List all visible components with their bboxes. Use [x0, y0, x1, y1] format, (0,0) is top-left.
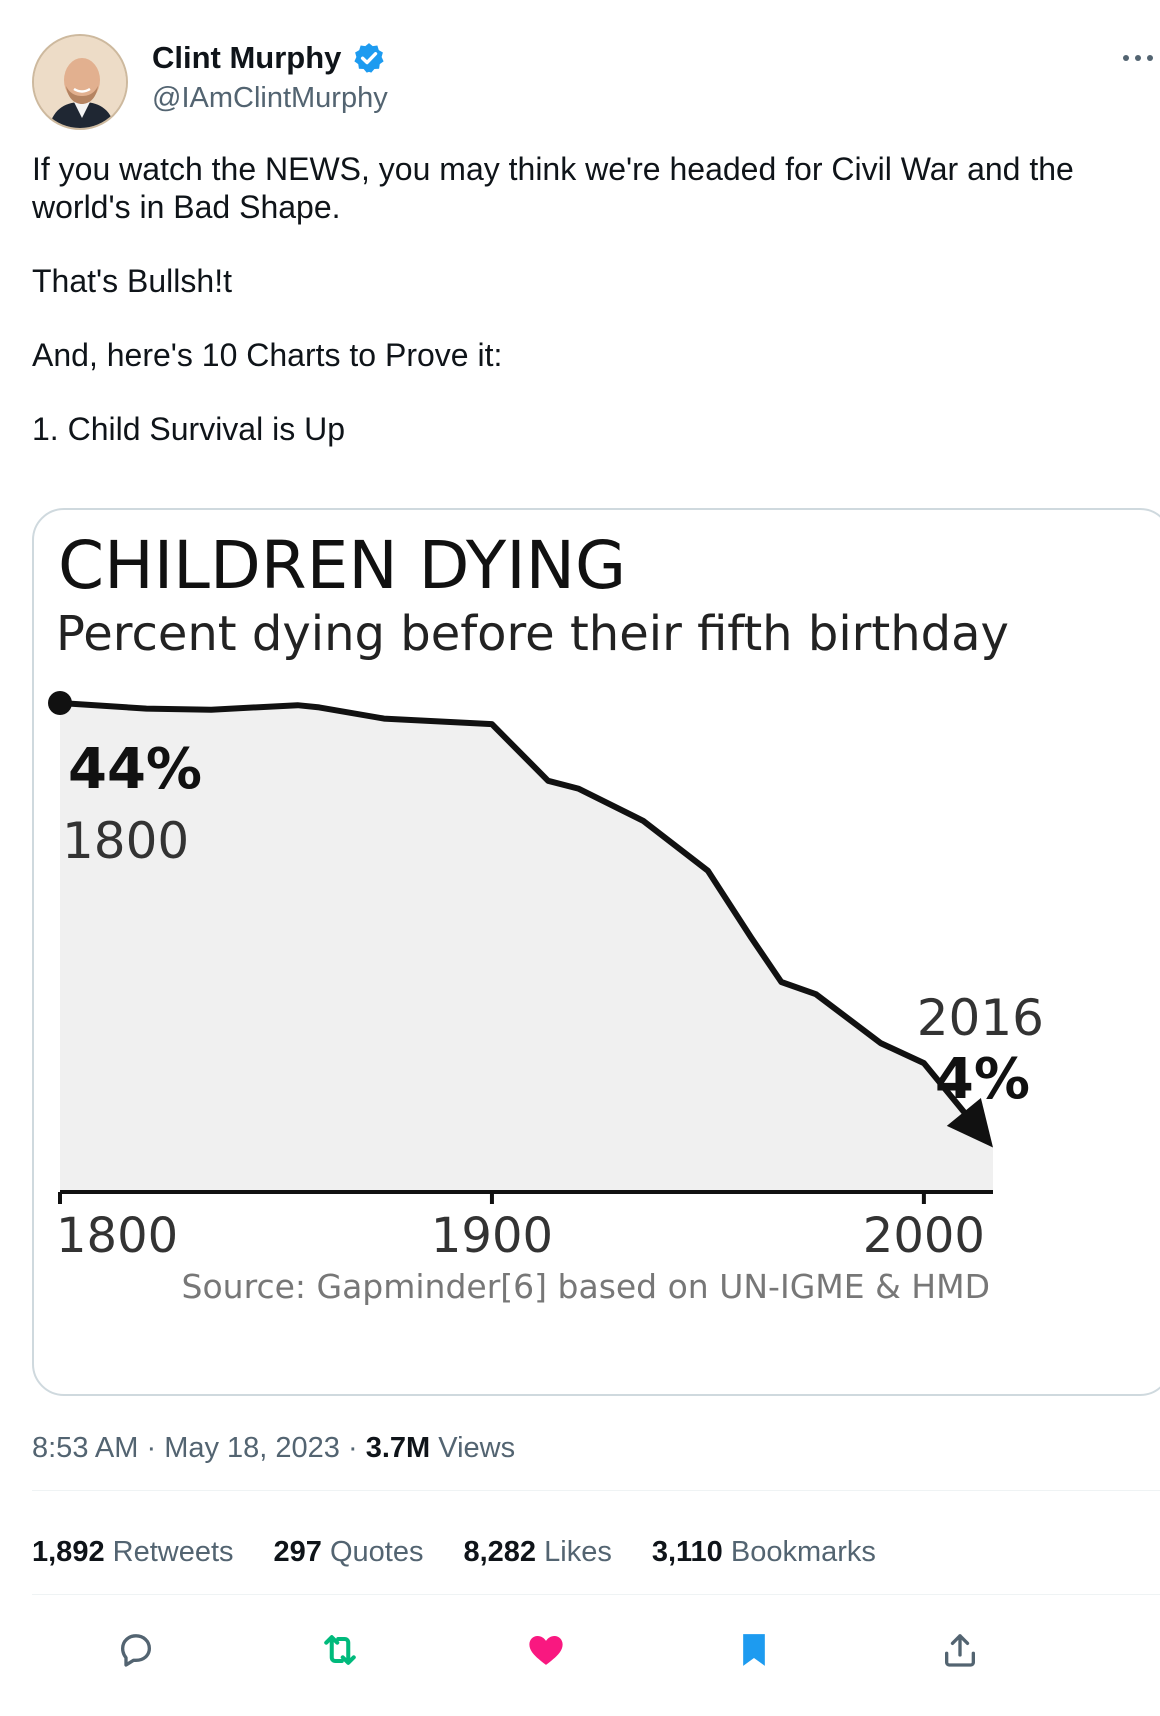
chart-data-point: [57, 700, 63, 706]
tweet-paragraph: And, here's 10 Charts to Prove it:: [32, 337, 503, 373]
handle[interactable]: @IAmClintMurphy: [152, 82, 388, 114]
tweet-text: If you watch the NEWS, you may think we'…: [32, 150, 1160, 448]
chart-data-point: [813, 991, 819, 997]
author-names: Clint Murphy @IAmClintMurphy: [152, 40, 388, 115]
tweet-date[interactable]: May 18, 2023: [164, 1432, 340, 1464]
reply-button[interactable]: [106, 1620, 166, 1680]
more-options-icon[interactable]: [1120, 48, 1160, 68]
chart-subtitle: Percent dying before their fifth birthda…: [56, 606, 1009, 662]
stat-bookmarks[interactable]: 3,110 Bookmarks: [651, 1536, 876, 1568]
chart-end-value-label: 4%: [935, 1047, 1030, 1112]
views-count: 3.7M: [365, 1432, 431, 1464]
bookmark-button[interactable]: [724, 1620, 784, 1680]
like-button[interactable]: [516, 1620, 576, 1680]
action-bar: [0, 1620, 1160, 1690]
chart-data-point: [705, 868, 711, 874]
stat-quotes[interactable]: 297 Quotes: [273, 1536, 424, 1568]
chart-area: [60, 703, 993, 1192]
divider: [32, 1594, 1160, 1595]
chart-data-point: [878, 1040, 884, 1046]
chart-data-point: [143, 706, 149, 712]
chart-data-point: [381, 716, 387, 722]
chart-data-point: [778, 979, 784, 985]
chart-x-tick-label: 2000: [863, 1208, 985, 1264]
tweet-timestamp: 8:53 AM · May 18, 2023 · 3.7M Views: [32, 1432, 516, 1464]
chart-data-point: [208, 707, 214, 713]
chart-data-point: [921, 1060, 927, 1066]
chart-data-point: [575, 786, 581, 792]
chart-end-arrow: [946, 1098, 993, 1148]
retweet-button[interactable]: [310, 1620, 370, 1680]
divider: [32, 1490, 1160, 1491]
chart-data-point: [316, 704, 322, 710]
chart-series-line: [57, 700, 967, 1115]
verified-badge-icon: [354, 43, 384, 73]
chart-data-point: [990, 1145, 996, 1151]
share-button[interactable]: [930, 1620, 990, 1680]
tweet-paragraph: That's Bullsh!t: [32, 263, 232, 299]
chart-data-point: [748, 934, 754, 940]
tweet-header: Clint Murphy @IAmClintMurphy: [32, 34, 1160, 134]
chart-source: Source: Gapminder[6] based on UN-IGME & …: [182, 1267, 990, 1306]
stat-retweets[interactable]: 1,892 Retweets: [32, 1536, 234, 1568]
bookmark-icon: [743, 1634, 765, 1666]
chart-x-tick-label: 1900: [431, 1208, 553, 1264]
stat-likes[interactable]: 8,282 Likes: [463, 1536, 612, 1568]
retweet-icon: [324, 1635, 356, 1665]
tweet-media-chart[interactable]: CHILDREN DYING Percent dying before thei…: [32, 508, 1160, 1396]
tweet-time[interactable]: 8:53 AM: [32, 1432, 139, 1464]
engagement-stats: 1,892 Retweets 297 Quotes 8,282 Likes 3,…: [32, 1536, 916, 1569]
avatar-image: [34, 36, 126, 128]
chart-start-value-label: 44%: [68, 737, 202, 802]
share-icon: [945, 1634, 975, 1667]
chart-data-point: [489, 721, 495, 727]
tweet-paragraph: If you watch the NEWS, you may think we'…: [32, 151, 1083, 225]
avatar[interactable]: [32, 34, 128, 130]
display-name[interactable]: Clint Murphy: [152, 40, 342, 75]
chart-start-point: [48, 691, 72, 715]
chart-title: CHILDREN DYING: [58, 527, 626, 604]
chart-end-year-label: 2016: [917, 989, 1044, 1047]
tweet-paragraph: 1. Child Survival is Up: [32, 411, 345, 447]
chart-data-point: [295, 702, 301, 708]
chart-start-year-label: 1800: [62, 812, 189, 870]
reply-icon: [121, 1634, 151, 1667]
views-label: Views: [438, 1432, 516, 1464]
chart-x-tick-label: 1800: [56, 1208, 178, 1264]
heart-icon: [529, 1636, 563, 1665]
chart-data-point: [545, 778, 551, 784]
chart-data-point: [640, 818, 646, 824]
chart: CHILDREN DYING Percent dying before thei…: [48, 527, 1044, 1306]
